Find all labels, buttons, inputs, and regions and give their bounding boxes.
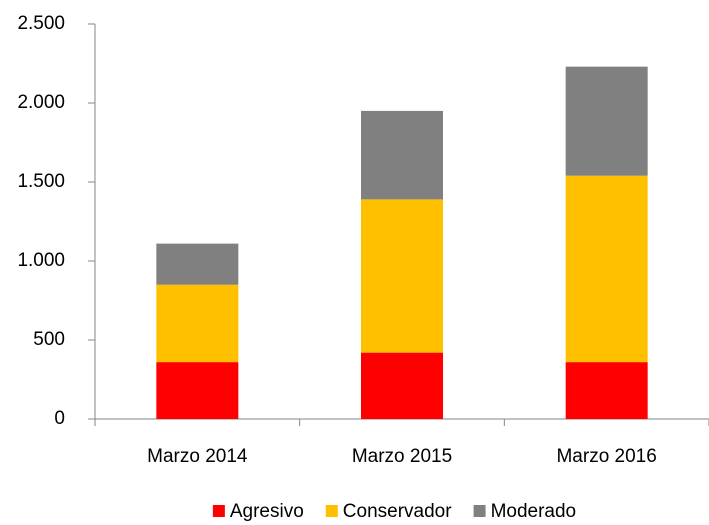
y-tick-label: 500 bbox=[33, 329, 65, 350]
bar-segment bbox=[361, 199, 443, 353]
legend-label: Moderado bbox=[491, 501, 577, 522]
legend-label: Agresivo bbox=[230, 501, 304, 522]
y-tick-label: 2.000 bbox=[17, 92, 65, 113]
x-tick-label: Marzo 2015 bbox=[352, 446, 452, 467]
legend-swatch bbox=[212, 505, 225, 517]
bar-segment bbox=[565, 175, 648, 363]
legend-swatch bbox=[473, 505, 486, 517]
bar-segment bbox=[361, 110, 443, 200]
y-tick-label: 0 bbox=[54, 408, 65, 429]
bar-segment bbox=[156, 243, 239, 285]
y-tick-label: 1.000 bbox=[17, 250, 65, 271]
bar-segment bbox=[156, 362, 239, 419]
bar-segment bbox=[565, 362, 648, 419]
bar-segment bbox=[565, 66, 648, 176]
legend-label: Conservador bbox=[343, 501, 452, 522]
x-tick-label: Marzo 2014 bbox=[147, 446, 248, 467]
y-tick-label: 2.500 bbox=[17, 13, 65, 34]
y-tick-label: 1.500 bbox=[17, 171, 65, 192]
bar-segment bbox=[156, 284, 239, 363]
x-tick-label: Marzo 2016 bbox=[556, 446, 656, 467]
legend-swatch bbox=[325, 505, 338, 517]
bar-segment bbox=[361, 352, 443, 419]
